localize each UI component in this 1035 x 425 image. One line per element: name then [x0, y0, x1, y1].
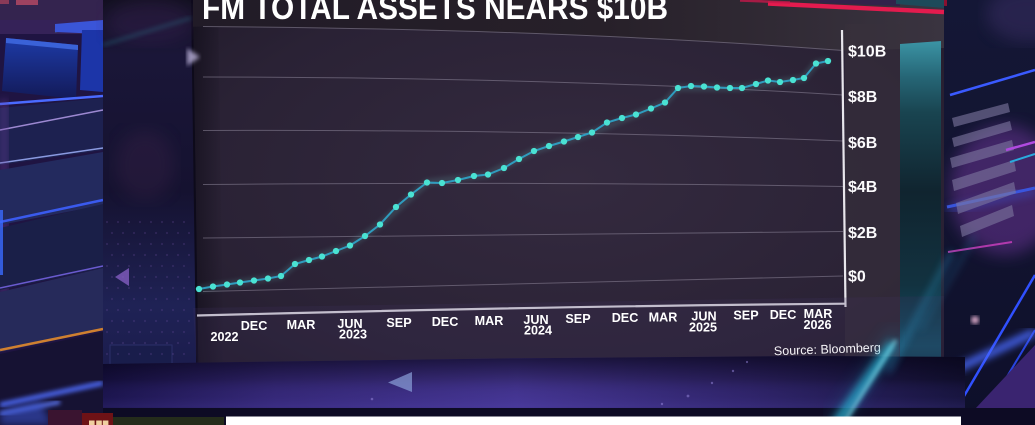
svg-text:2024: 2024 [524, 324, 552, 338]
svg-text:JUN: JUN [523, 313, 548, 327]
svg-text:MAR: MAR [804, 307, 833, 321]
svg-text:2023: 2023 [339, 328, 367, 342]
svg-text:2025: 2025 [689, 320, 717, 334]
svg-text:DEC: DEC [432, 315, 459, 329]
svg-text:$10B: $10B [848, 44, 886, 61]
svg-text:MAR: MAR [287, 318, 316, 332]
svg-text:JUN: JUN [337, 317, 362, 331]
svg-text:DEC: DEC [770, 308, 797, 322]
svg-text:JUN: JUN [691, 310, 716, 324]
svg-text:SEP: SEP [733, 309, 758, 323]
svg-text:SEP: SEP [565, 312, 590, 326]
svg-text:MAR: MAR [649, 310, 678, 324]
svg-text:$2B: $2B [848, 225, 877, 242]
svg-text:FM TOTAL ASSETS NEARS $10B: FM TOTAL ASSETS NEARS $10B [202, 0, 668, 26]
svg-text:2026: 2026 [803, 318, 831, 332]
svg-text:2022: 2022 [210, 330, 238, 344]
svg-text:$6B: $6B [848, 135, 877, 152]
svg-text:MAR: MAR [475, 314, 504, 328]
svg-text:DEC: DEC [241, 319, 268, 333]
svg-text:$0: $0 [848, 269, 866, 286]
svg-text:$8B: $8B [848, 89, 877, 106]
svg-text:Source: Bloomberg: Source: Bloomberg [774, 341, 881, 359]
svg-text:SEP: SEP [386, 316, 411, 330]
svg-text:$4B: $4B [848, 179, 877, 196]
svg-text:DEC: DEC [612, 311, 639, 325]
